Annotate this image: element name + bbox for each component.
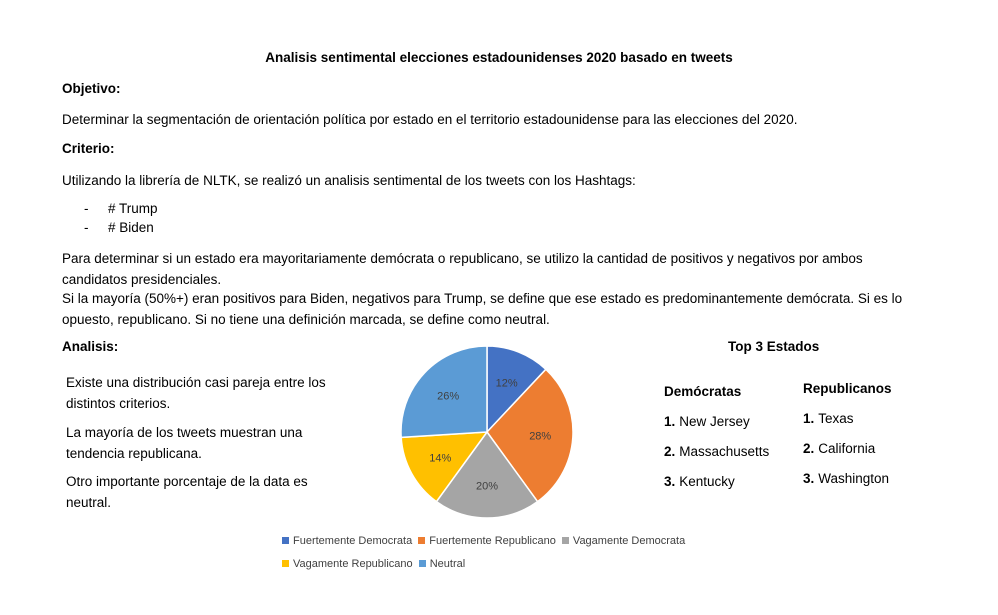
republicano-item: 1. Texas <box>803 411 854 426</box>
democratas-heading: Demócratas <box>664 384 742 399</box>
state-name: Massachusetts <box>679 444 770 459</box>
legend-swatch <box>418 560 426 567</box>
bullet-item: - # Trump <box>84 201 284 219</box>
analisis-point: La mayoría de los tweets muestran una te… <box>66 425 303 461</box>
criterio-text: Utilizando la librería de NLTK, se reali… <box>62 173 636 188</box>
rank-number: 2. <box>803 441 815 456</box>
data-label: 14% <box>429 453 451 465</box>
rank-number: 3. <box>664 474 676 489</box>
pie-slice <box>400 431 489 503</box>
criterio-heading: Criterio: <box>62 141 115 156</box>
legend-label: Vagamente Republicano <box>293 558 413 570</box>
bullet-marker: - <box>84 220 89 235</box>
state-name: Washington <box>818 471 890 486</box>
top3-title: Top 3 Estados <box>728 339 820 354</box>
chart-legend-row-1: Fuertemente Democrata Fuertemente Republ… <box>282 535 688 547</box>
democrata-item: 2. Massachusetts <box>664 444 769 459</box>
data-label: 20% <box>476 480 498 492</box>
rank-number: 3. <box>803 471 815 486</box>
legend-swatch <box>282 560 289 567</box>
bullet-text: # Biden <box>108 220 154 235</box>
democrata-item: 3. Kentucky <box>664 474 735 489</box>
legend-label: Vagamente Democrata <box>572 535 686 547</box>
objetivo-text: Determinar la segmentación de orientació… <box>62 112 798 127</box>
method-paragraph: Para determinar si un estado era mayorit… <box>62 251 863 287</box>
legend-label: Neutral <box>429 558 466 570</box>
state-name: New Jersey <box>679 414 750 429</box>
pie-chart: 12% 28% 20% 14% 26% <box>400 345 574 519</box>
bullet-text: # Trump <box>108 201 158 216</box>
data-label: 26% <box>437 390 459 402</box>
legend-item: Neutral <box>418 558 466 570</box>
analisis-point: Existe una distribución casi pareja entr… <box>66 375 326 411</box>
rank-number: 1. <box>803 411 815 426</box>
definition-paragraph: Si la mayoría (50%+) eran positivos para… <box>62 291 903 327</box>
state-name: California <box>818 441 876 456</box>
republicano-item: 2. California <box>803 441 875 456</box>
data-label: 12% <box>496 377 518 389</box>
legend-label: Fuertemente Democrata <box>293 535 413 547</box>
pie-slice <box>486 345 547 434</box>
state-name: Texas <box>818 411 854 426</box>
legend-item: Vagamente Republicano <box>282 558 413 570</box>
republicano-item: 3. Washington <box>803 471 889 486</box>
legend-label: Fuertemente Republicano <box>429 535 556 547</box>
legend-item: Fuertemente Republicano <box>418 535 556 547</box>
analisis-heading: Analisis: <box>62 339 119 354</box>
rank-number: 2. <box>664 444 676 459</box>
legend-item: Vagamente Democrata <box>561 535 686 547</box>
data-label: 28% <box>529 430 551 442</box>
state-name: Kentucky <box>679 474 735 489</box>
pie-slice <box>486 368 574 503</box>
rank-number: 1. <box>664 414 676 429</box>
legend-item: Fuertemente Democrata <box>282 535 412 547</box>
bullet-marker: - <box>84 201 89 216</box>
pie-slice <box>435 430 539 519</box>
pie-slice <box>400 345 488 439</box>
analisis-point: Otro importante porcentaje de la data es… <box>66 474 308 510</box>
legend-swatch <box>282 537 289 544</box>
legend-swatch <box>418 537 426 544</box>
bullet-item: - # Biden <box>84 220 284 238</box>
legend-swatch <box>561 537 569 544</box>
objetivo-heading: Objetivo: <box>62 81 121 96</box>
chart-legend-row-2: Vagamente Republicano Neutral <box>282 558 468 570</box>
document-title: Analisis sentimental elecciones estadoun… <box>265 50 733 65</box>
republicanos-heading: Republicanos <box>803 381 892 396</box>
democrata-item: 1. New Jersey <box>664 414 750 429</box>
